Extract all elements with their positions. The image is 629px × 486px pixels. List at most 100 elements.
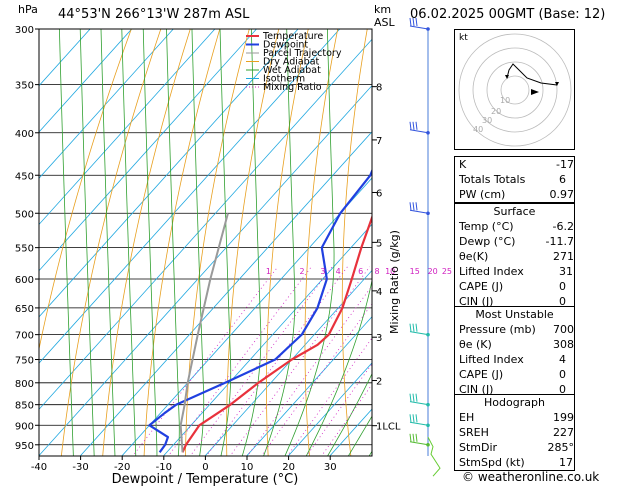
param-value: -17	[556, 158, 574, 171]
table-row: SREH 227	[455, 425, 574, 440]
isotherm-line	[39, 29, 216, 226]
temperature-tick-label: 10	[241, 462, 254, 473]
dry-adiabat-line	[574, 4, 629, 463]
isotherm-line	[121, 177, 372, 456]
param-value: 4	[559, 353, 566, 366]
mixing-ratio-line	[189, 266, 333, 456]
wet-adiabat-line	[166, 29, 180, 456]
wind-barb-point	[426, 442, 430, 447]
temperature-tick-label: 20	[282, 462, 295, 473]
isotherm-line	[39, 84, 372, 456]
wet-adiabat-line	[327, 372, 372, 456]
isotherm-line	[39, 29, 91, 87]
param-name: CAPE (J)	[459, 280, 504, 293]
pressure-tick-label: 750	[15, 356, 34, 367]
table-row: θe (K) 308	[455, 337, 574, 352]
isotherm-line	[287, 362, 372, 456]
wind-barb-point	[426, 423, 430, 428]
table-row: PW (cm) 0.97	[455, 187, 574, 202]
param-name: θe(K)	[459, 250, 489, 263]
legend-entry: Parcel Trajectory	[263, 48, 342, 59]
height-tick-label: 8	[376, 83, 382, 94]
param-value: 0	[559, 383, 566, 396]
param-name: K	[459, 158, 467, 171]
wind-barb-icon	[409, 433, 429, 446]
hodo-ring-40: 40	[473, 125, 483, 134]
height-tick-label: 2	[376, 377, 382, 388]
param-name: Temp (°C)	[459, 220, 514, 233]
wet-adiabat-line	[347, 415, 372, 456]
legend-entry: Wet Adiabat	[263, 65, 321, 76]
mixing-ratio-label: 25	[442, 267, 452, 276]
most-unstable-box: Most Unstable Pressure (mb) 700 θe (K) 308 Li…	[454, 306, 575, 398]
dry-adiabat-line	[143, 29, 221, 456]
param-value: 285°	[547, 441, 575, 454]
param-value: 308	[553, 338, 574, 351]
mixing-ratio-label: 20	[428, 267, 438, 276]
table-row: Temp (°C) -6.2	[455, 219, 574, 234]
pressure-tick-label: 400	[15, 129, 34, 140]
table-row: Dewp (°C) -11.7	[455, 234, 574, 249]
legend-entry: Mixing Ratio	[263, 82, 322, 93]
param-name: EH	[459, 411, 475, 424]
isotherm-line	[39, 29, 258, 272]
table-row: EH 199	[455, 410, 574, 425]
pressure-tick-label: 950	[15, 441, 34, 452]
param-name: CIN (J)	[459, 295, 494, 308]
wet-adiabat-line	[79, 29, 95, 456]
wind-barb-icon	[409, 202, 429, 214]
wind-barb-icon	[409, 121, 429, 134]
hpa-label: hPa	[18, 3, 38, 16]
mixing-ratio-label: 8	[375, 267, 380, 276]
table-title: Surface	[493, 205, 536, 218]
parcel-line	[179, 213, 229, 453]
storm-motion-marker	[531, 89, 539, 95]
param-value: 0	[559, 280, 566, 293]
hodo-ring-10: 10	[500, 96, 510, 105]
temperature-line	[181, 214, 372, 453]
temperature-tick-label: -40	[31, 462, 47, 473]
table-row: Lifted Index 4	[455, 352, 574, 367]
mixing-ratio-line	[205, 266, 348, 456]
dry-adiabat-line	[60, 29, 162, 456]
indices-box: K -17 Totals Totals 6 PW (cm) 0.97	[454, 156, 575, 203]
table-row: Totals Totals 6	[455, 172, 574, 187]
table-row: Pressure (mb) 700	[455, 322, 574, 337]
location-title: 44°53'N 266°13'W 287m ASL	[58, 7, 250, 22]
datetime-title: 06.02.2025 00GMT (Base: 12)	[410, 7, 606, 22]
mixing-ratio-line	[132, 266, 279, 456]
dry-adiabat-line	[341, 29, 368, 456]
mixing-ratio-line	[260, 303, 372, 456]
pressure-tick-label: 500	[15, 209, 34, 220]
param-value: 700	[553, 323, 574, 336]
height-tick-label: 6	[376, 188, 382, 199]
hodo-kt-label: kt	[459, 33, 468, 43]
param-name: PW (cm)	[459, 188, 506, 201]
wind-barb-icon	[409, 414, 429, 426]
mixing-ratio-label: 10	[385, 267, 395, 276]
wet-adiabat-line	[142, 29, 158, 456]
param-value: 6	[559, 173, 566, 186]
pressure-tick-label: 800	[15, 379, 34, 390]
table-row: Lifted Index 31	[455, 264, 574, 279]
wet-adiabat-line	[100, 29, 116, 456]
pressure-tick-label: 600	[15, 275, 34, 286]
pressure-tick-label: 350	[15, 81, 34, 92]
hodo-ring-30: 30	[482, 116, 492, 125]
isotherm-line	[79, 131, 372, 456]
pressure-tick-label: 900	[15, 421, 34, 432]
pressure-tick-label: 300	[15, 25, 34, 36]
mixing-ratio-line	[321, 383, 372, 456]
height-tick-label: 1LCL	[376, 422, 401, 433]
isotherm-line	[39, 29, 133, 133]
legend-entry: Isotherm	[263, 74, 305, 85]
param-name: SREH	[459, 426, 489, 439]
pressure-tick-label: 700	[15, 331, 34, 342]
hodograph-params-box: Hodograph EH 199 SREH 227 StmDir 285° StmSpd (k…	[454, 394, 575, 471]
table-title: Most Unstable	[475, 308, 554, 321]
param-name: θe (K)	[459, 338, 492, 351]
mixing-ratio-line	[229, 266, 371, 456]
param-value: 199	[553, 411, 574, 424]
temperature-tick-label: 30	[324, 462, 337, 473]
